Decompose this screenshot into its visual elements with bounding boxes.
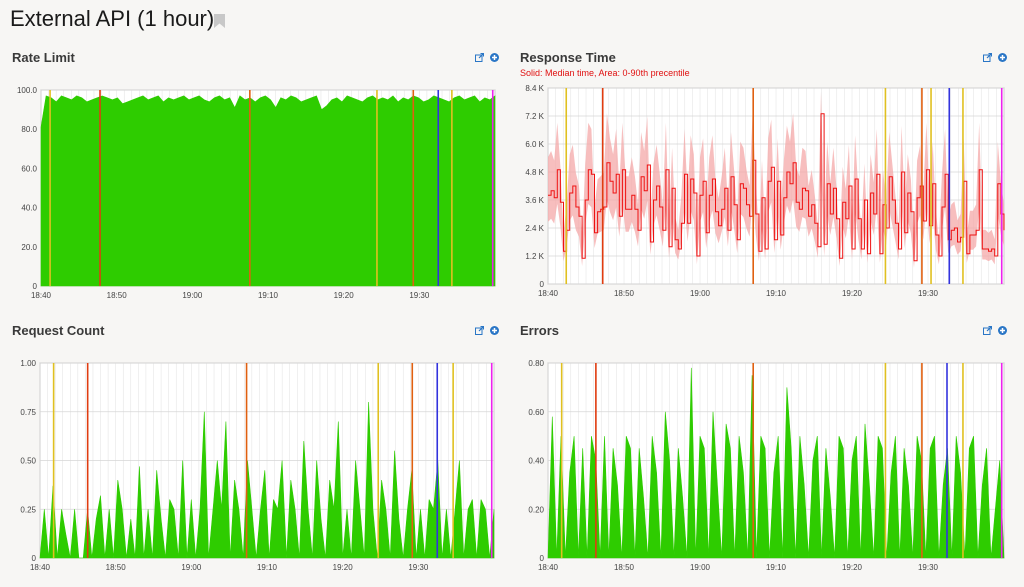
x-tick-label: 19:00	[690, 289, 711, 298]
x-tick-label: 18:40	[538, 563, 559, 572]
share-icon[interactable]	[983, 53, 992, 62]
panel-actions-request-count	[475, 326, 499, 335]
x-tick-label: 18:50	[614, 289, 635, 298]
x-tick-label: 19:10	[257, 563, 278, 572]
y-tick-label: 0	[540, 554, 545, 563]
x-tick-label: 19:10	[258, 291, 279, 300]
median-line	[548, 113, 1005, 262]
x-tick-label: 19:20	[334, 291, 355, 300]
y-tick-label: 60.0	[21, 164, 37, 173]
x-tick-label: 19:20	[842, 563, 863, 572]
x-tick-label: 18:50	[614, 563, 635, 572]
y-tick-label: 3.6 K	[525, 196, 544, 205]
y-tick-label: 8.4 K	[525, 84, 544, 93]
panel-title-response-time: Response Time	[520, 50, 616, 65]
y-tick-label: 7.2 K	[525, 112, 544, 121]
share-icon[interactable]	[475, 53, 484, 62]
series-area	[40, 95, 496, 287]
y-tick-label: 0.40	[528, 457, 544, 466]
y-tick-label: 6.0 K	[525, 140, 544, 149]
y-tick-label: 0.25	[20, 505, 36, 514]
series-area	[39, 401, 495, 559]
y-tick-label: 0.60	[528, 408, 544, 417]
y-tick-label: 0	[540, 280, 545, 289]
expand-icon[interactable]	[490, 53, 499, 62]
y-tick-label: 4.8 K	[525, 168, 544, 177]
y-tick-label: 40.0	[21, 204, 37, 213]
share-icon[interactable]	[983, 326, 992, 335]
y-tick-label: 1.2 K	[525, 252, 544, 261]
rate-limit-chart: 0 20.0 40.0 60.0 80.0 100.0 18:40 18:50 19:00 19:…	[17, 86, 496, 300]
panel-subtitle-response-time: Solid: Median time, Area: 0-90th precent…	[520, 68, 690, 78]
expand-icon[interactable]	[490, 326, 499, 335]
panel-title-errors: Errors	[520, 323, 560, 338]
x-tick-label: 19:30	[918, 289, 939, 298]
y-tick-label: 20.0	[21, 243, 37, 252]
panel-actions-rate-limit	[475, 53, 499, 62]
percentile-band	[548, 91, 1004, 268]
x-tick-label: 19:10	[766, 563, 787, 572]
x-tick-label: 19:00	[181, 563, 202, 572]
y-tick-label: 2.4 K	[525, 224, 544, 233]
errors-chart: 0 0.20 0.40 0.60 0.80 18:40 18:50 19:00 19:10 19:…	[528, 359, 1005, 572]
expand-icon[interactable]	[998, 326, 1007, 335]
panel-title-request-count: Request Count	[12, 323, 105, 338]
x-tick-label: 18:40	[31, 291, 52, 300]
response-time-chart: 0 1.2 K 2.4 K 3.6 K 4.8 K 6.0 K 7.2 K 8.4 K 18:4…	[525, 84, 1005, 298]
x-tick-label: 19:20	[333, 563, 354, 572]
x-tick-label: 19:30	[918, 563, 939, 572]
panel-actions-errors	[983, 326, 1007, 335]
panel-title-rate-limit: Rate Limit	[12, 50, 75, 65]
x-tick-label: 19:10	[766, 289, 787, 298]
x-tick-label: 19:00	[182, 291, 203, 300]
y-tick-label: 0.75	[20, 408, 36, 417]
x-tick-label: 18:50	[107, 291, 128, 300]
x-tick-label: 18:50	[106, 563, 127, 572]
y-tick-label: 100.0	[17, 86, 38, 95]
y-tick-label: 0	[32, 554, 37, 563]
y-tick-label: 0.80	[528, 359, 544, 368]
y-tick-label: 80.0	[21, 125, 37, 134]
panel-actions-response-time	[983, 53, 1007, 62]
request-count-chart: 0 0.25 0.50 0.75 1.00 18:40 18:50 19:00 19:10 19:…	[20, 359, 495, 572]
x-tick-label: 19:00	[690, 563, 711, 572]
series-area	[547, 367, 1005, 559]
expand-icon[interactable]	[998, 53, 1007, 62]
x-tick-label: 18:40	[30, 563, 51, 572]
bookmark-icon[interactable]	[214, 14, 225, 28]
y-tick-label: 0.50	[20, 457, 36, 466]
y-tick-label: 0.20	[528, 505, 544, 514]
x-tick-label: 19:30	[408, 563, 429, 572]
y-tick-label: 0	[33, 282, 38, 291]
x-tick-label: 19:20	[842, 289, 863, 298]
x-tick-label: 19:30	[409, 291, 430, 300]
share-icon[interactable]	[475, 326, 484, 335]
page-title: External API (1 hour)	[10, 6, 215, 31]
y-tick-label: 1.00	[20, 359, 36, 368]
x-tick-label: 18:40	[538, 289, 559, 298]
